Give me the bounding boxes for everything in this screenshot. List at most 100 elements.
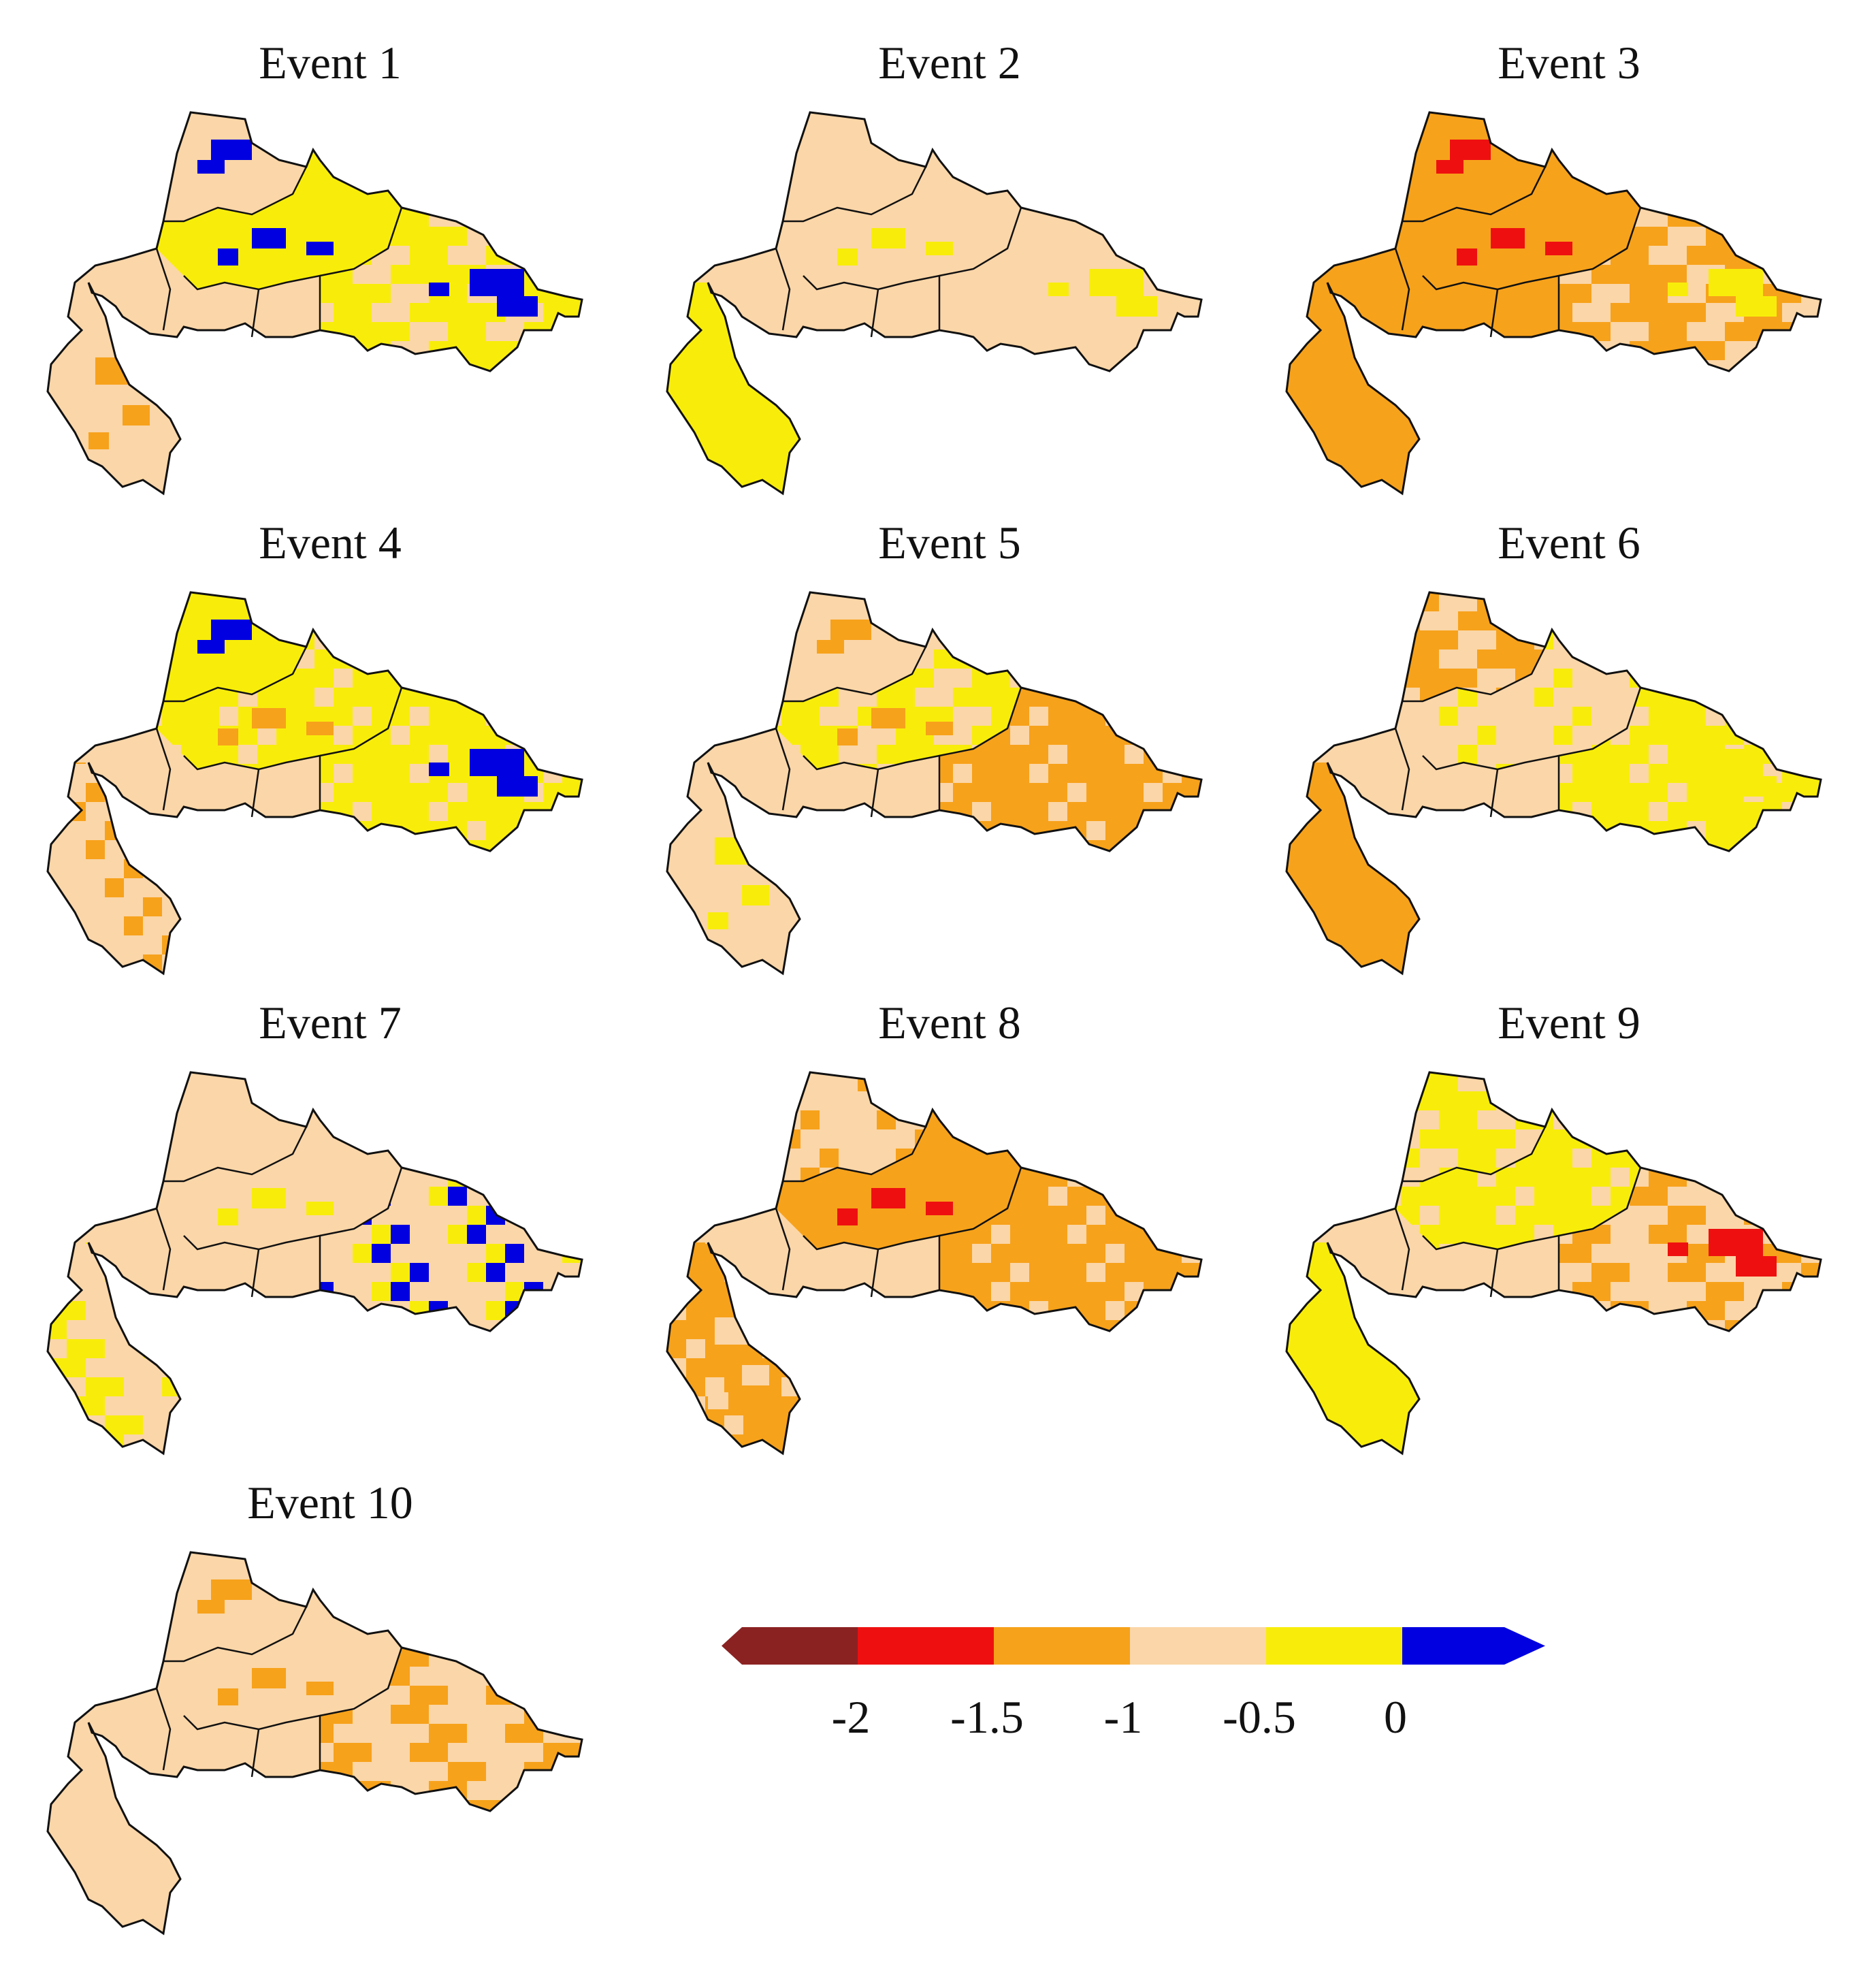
grid-cell	[1182, 131, 1201, 150]
grid-cell	[1820, 436, 1839, 455]
grid-cell	[334, 592, 353, 611]
grid-cell	[1458, 379, 1477, 398]
grid-cell	[562, 455, 581, 475]
grid-cell	[257, 398, 276, 417]
grid-cell	[238, 897, 257, 916]
grid-cell	[67, 630, 86, 649]
grid-cell	[1820, 284, 1839, 303]
grid-cell	[1763, 379, 1782, 398]
grid-cell	[334, 840, 353, 859]
grid-cell	[1515, 379, 1534, 398]
grid-cell	[257, 455, 276, 475]
grid-cell	[1086, 112, 1105, 131]
grid-cell	[353, 150, 372, 170]
grid-cell	[705, 246, 724, 265]
grid-cell	[1029, 455, 1048, 475]
grid-cell	[48, 688, 67, 707]
grid-cell	[524, 360, 543, 379]
grid-cell	[67, 150, 86, 170]
grid-cell	[1668, 112, 1687, 131]
grid-cell	[1496, 379, 1515, 398]
grid-cell	[1496, 246, 1515, 265]
grid-cell	[448, 379, 467, 398]
grid-cell	[181, 897, 200, 916]
grid-cell	[448, 783, 467, 802]
grid-cell	[295, 592, 314, 611]
grid-cell	[543, 189, 562, 208]
grid-cell	[1287, 417, 1306, 436]
grid-cell	[353, 360, 372, 379]
grid-cell	[1801, 170, 1820, 189]
grid-cell	[448, 112, 467, 131]
grid-cell	[896, 379, 915, 398]
grid-cell	[581, 592, 600, 611]
grid-cell	[67, 475, 86, 494]
grid-cell	[486, 246, 505, 265]
grid-cell	[67, 592, 86, 611]
grid-cell	[48, 303, 67, 322]
grid-cell	[839, 455, 858, 475]
grid-cell	[124, 227, 143, 246]
grid-cell	[163, 112, 181, 131]
grid-cell	[800, 379, 820, 398]
grid-cell	[667, 303, 686, 322]
grid-cell	[543, 630, 562, 649]
grid-cell	[334, 360, 353, 371]
grid-cell	[295, 897, 314, 916]
grid-cell	[1820, 189, 1839, 208]
grid-cell	[1402, 112, 1420, 131]
grid-cell	[1287, 322, 1306, 341]
grid-cell	[181, 859, 200, 878]
grid-cell	[372, 284, 391, 303]
grid-cell	[448, 227, 467, 246]
grid-cell	[562, 935, 581, 955]
grid-cell	[105, 131, 124, 150]
grid-cell	[1591, 455, 1611, 475]
grid-cell	[934, 417, 953, 436]
panel-title: Event 1	[259, 37, 402, 89]
grid-cell	[391, 840, 410, 851]
grid-cell	[1801, 208, 1820, 227]
grid-cell	[257, 897, 276, 916]
grid-cell	[543, 131, 562, 150]
grid-cell	[1010, 150, 1029, 170]
grid-cell	[1687, 360, 1706, 379]
grid-cell	[429, 131, 448, 150]
grid-cell	[1706, 436, 1725, 455]
grid-cell	[1515, 455, 1534, 475]
grid-cell	[1458, 341, 1477, 360]
grid-cell	[505, 669, 524, 688]
grid-cell	[429, 745, 448, 764]
grid-cell	[505, 649, 524, 669]
grid-cell	[67, 246, 86, 265]
grid-cell	[705, 112, 724, 131]
grid-cell	[1744, 227, 1763, 246]
grid-cell	[486, 150, 505, 170]
grid-cell	[581, 745, 600, 764]
grid-cell	[562, 341, 581, 360]
grid-cell	[1534, 455, 1553, 475]
grid-cell	[143, 131, 162, 150]
grid-cell	[1201, 322, 1220, 341]
grid-cell	[200, 455, 219, 475]
grid-cell	[467, 417, 486, 436]
grid-cell	[1420, 189, 1439, 208]
grid-cell	[391, 475, 410, 494]
grid-cell	[410, 611, 429, 630]
grid-cell	[372, 398, 391, 417]
grid-cell	[581, 227, 582, 246]
grid-cell	[1105, 170, 1125, 189]
grid-cell	[991, 150, 1010, 170]
grid-cell	[972, 112, 991, 131]
grid-cell	[562, 878, 581, 897]
grid-cell	[486, 398, 505, 417]
grid-cell	[181, 360, 200, 379]
grid-cell	[1782, 170, 1801, 189]
grid-cell	[1125, 131, 1144, 150]
grid-cell	[143, 112, 162, 131]
grid-cell	[1010, 398, 1029, 417]
grid-cell	[448, 592, 467, 611]
grid-cell	[581, 878, 600, 897]
grid-cell	[124, 189, 143, 208]
grid-cell	[200, 955, 219, 974]
